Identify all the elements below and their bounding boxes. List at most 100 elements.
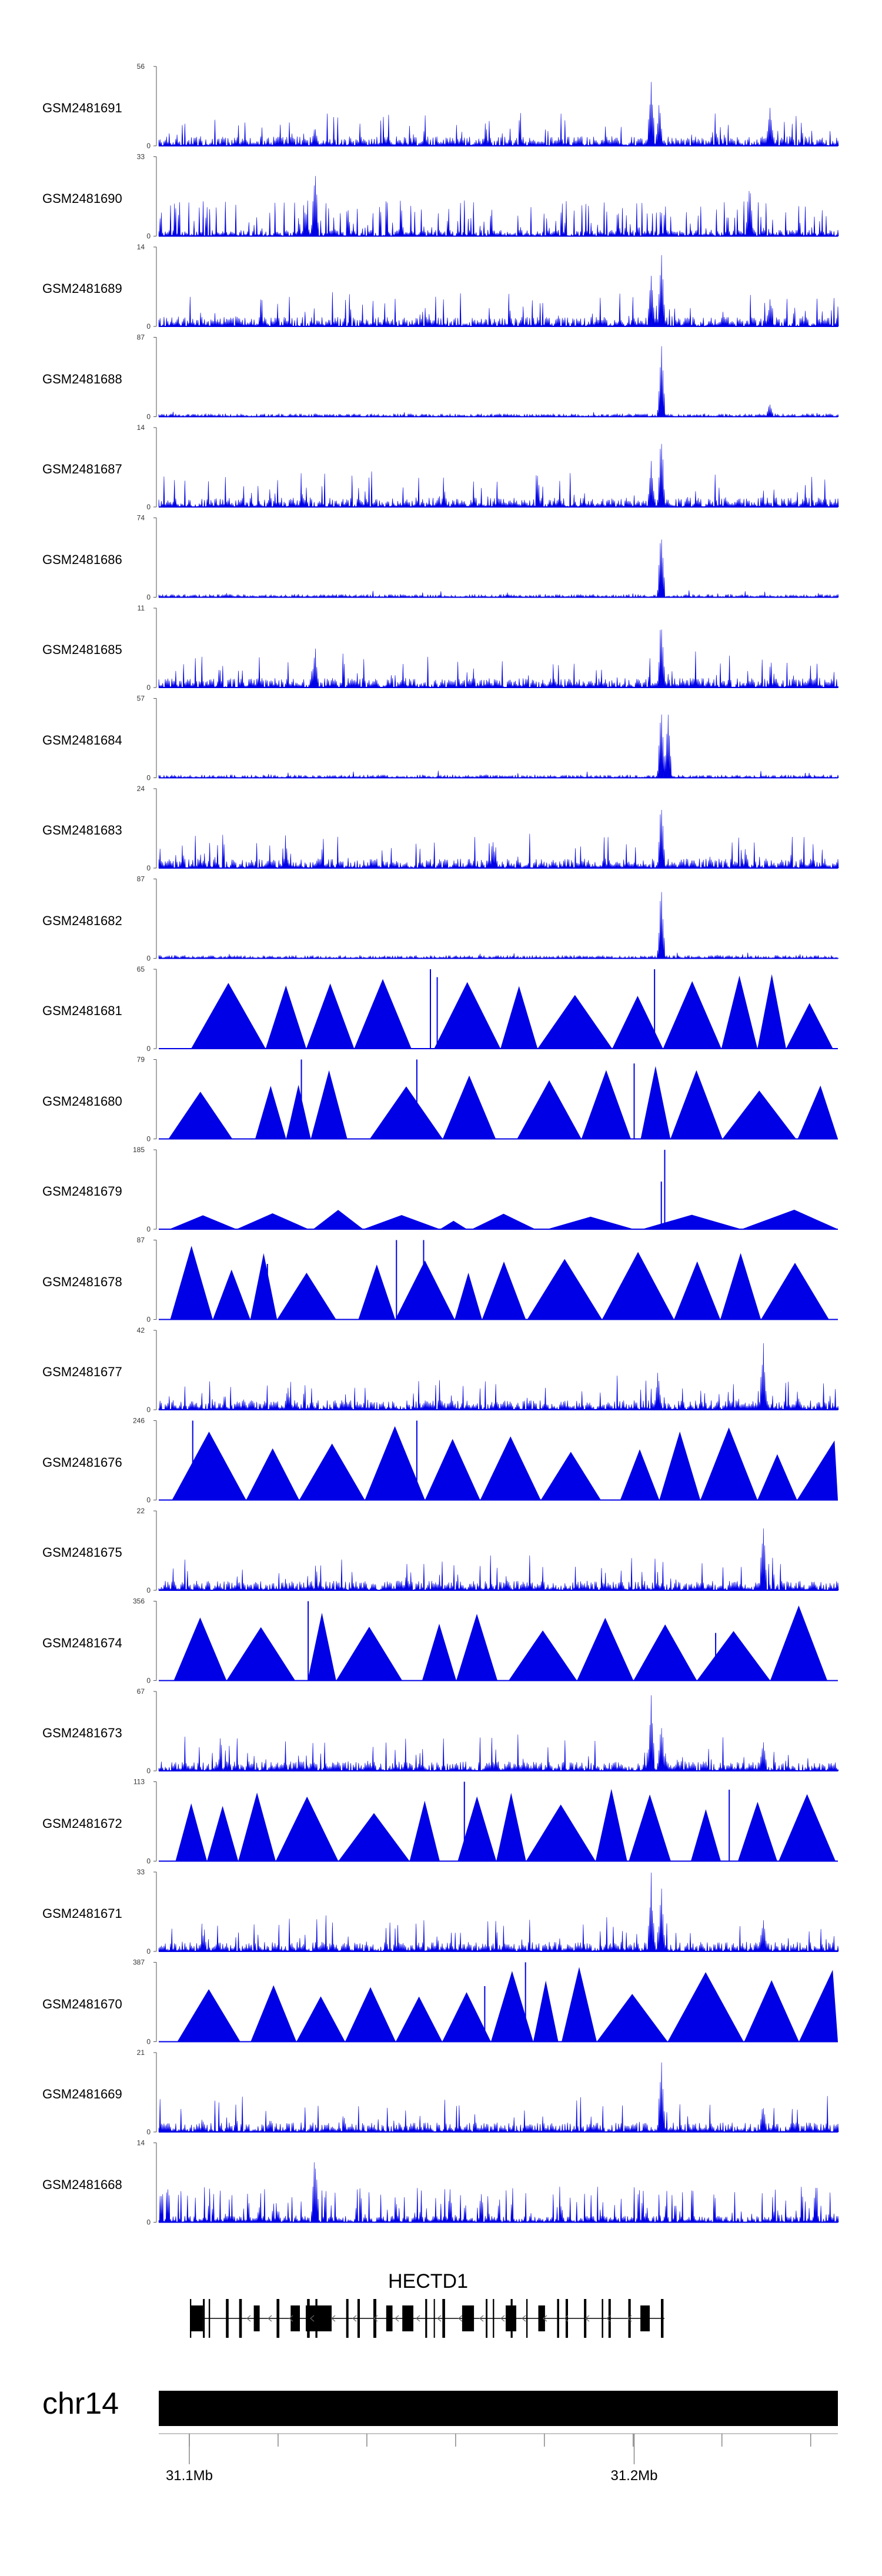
track-label-gsm2481671: GSM2481671 (42, 1906, 122, 1921)
coverage-triangle (537, 995, 613, 1049)
y-max-label: 79 (137, 1056, 145, 1064)
coverage-triangle (633, 1624, 697, 1681)
coverage-triangle (797, 1440, 838, 1500)
gene-label: HECTD1 (388, 2270, 469, 2293)
coverage-triangle (721, 975, 758, 1049)
coverage-triangle (581, 1070, 631, 1139)
signal-area (158, 443, 839, 508)
coverage-triangle (395, 1260, 455, 1320)
coverage-triangle (336, 1627, 403, 1681)
coverage-triangle (169, 1215, 237, 1229)
y-min-label: 0 (146, 232, 151, 241)
strand-arrow (352, 2315, 357, 2322)
coverage-triangle (612, 996, 663, 1049)
track-label-gsm2481678: GSM2481678 (42, 1274, 122, 1289)
gene-exon (373, 2299, 376, 2338)
gene-exon (276, 2299, 280, 2338)
coverage-triangle (659, 1432, 701, 1500)
coverage-triangle (786, 1003, 833, 1049)
coverage-triangle (363, 1215, 440, 1229)
track-label-gsm2481681: GSM2481681 (42, 1003, 122, 1018)
coverage-triangle (440, 1220, 467, 1229)
track-label-gsm2481686: GSM2481686 (42, 552, 122, 567)
coverage-triangle (455, 1273, 482, 1320)
track-label-gsm2481682: GSM2481682 (42, 913, 122, 928)
chromosome-bar (159, 2391, 838, 2426)
y-max-label: 42 (137, 1326, 145, 1334)
coverage-triangle (275, 1796, 339, 1861)
coverage-triangle (175, 1803, 207, 1861)
y-max-label: 22 (137, 1507, 145, 1515)
coverage-triangle (365, 1426, 425, 1500)
y-max-label: 87 (137, 875, 145, 883)
coverage-triangle (286, 1085, 311, 1139)
y-min-label: 0 (146, 1316, 151, 1324)
y-max-label: 14 (137, 2139, 145, 2147)
coverage-triangle (670, 1070, 723, 1139)
y-max-label: 67 (137, 1687, 145, 1696)
coverage-triangle (308, 1613, 336, 1681)
y-max-label: 185 (133, 1146, 145, 1154)
strand-arrow (458, 2315, 463, 2322)
signal-area (158, 1695, 839, 1772)
coverage-triangle (313, 1210, 363, 1229)
track-label-gsm2481680: GSM2481680 (42, 1093, 122, 1109)
gene-exon (203, 2299, 205, 2338)
coverage-triangle (500, 986, 538, 1049)
track-label-gsm2481687: GSM2481687 (42, 462, 122, 476)
strand-arrow (543, 2315, 547, 2322)
track-label-gsm2481691: GSM2481691 (42, 101, 122, 115)
y-min-label: 0 (146, 683, 151, 692)
y-max-label: 74 (137, 514, 145, 522)
y-max-label: 387 (133, 1958, 145, 1967)
coverage-triangle (700, 1427, 758, 1500)
coverage-triangle (527, 1259, 602, 1320)
gene-exon (402, 2305, 413, 2331)
y-min-label: 0 (146, 774, 151, 782)
coverage-triangle (540, 1451, 601, 1500)
coverage-triangle (338, 1813, 410, 1861)
coverage-triangle (663, 981, 721, 1049)
gene-exon (640, 2305, 646, 2331)
coverage-triangle (442, 1992, 491, 2042)
signal-area (158, 2162, 839, 2223)
y-min-label: 0 (146, 322, 151, 331)
signal-area (158, 346, 839, 418)
coverage-triangle (177, 1989, 240, 2042)
y-max-label: 33 (137, 1868, 145, 1876)
coverage-triangle (425, 1439, 480, 1500)
coverage-triangle (480, 1436, 541, 1500)
y-max-label: 113 (133, 1778, 145, 1786)
coverage-triangle (482, 1262, 526, 1320)
track-label-gsm2481668: GSM2481668 (42, 2177, 122, 2192)
y-min-label: 0 (146, 1045, 151, 1053)
coverage-triangle (533, 1980, 559, 2042)
gene-exon (644, 2305, 650, 2331)
coverage-triangle (667, 1972, 744, 2042)
coverage-triangle (602, 1252, 674, 1320)
track-label-gsm2481690: GSM2481690 (42, 191, 122, 206)
y-min-label: 0 (146, 413, 151, 421)
coverage-triangle (173, 1617, 227, 1681)
y-min-label: 0 (146, 1496, 151, 1504)
strand-arrow (246, 2315, 251, 2322)
coverage-triangle (697, 1631, 770, 1681)
coverage-triangle (422, 1623, 456, 1681)
strand-arrow (627, 2315, 632, 2322)
coverage-triangle (577, 1617, 634, 1681)
coverage-triangle (744, 1980, 799, 2042)
strand-arrow (522, 2315, 526, 2322)
coverage-triangle (595, 1788, 627, 1861)
track-label-gsm2481672: GSM2481672 (42, 1816, 122, 1831)
coverage-triangle (526, 1804, 596, 1861)
y-min-label: 0 (146, 864, 151, 872)
coverage-triangle (642, 1214, 741, 1229)
track-label-gsm2481677: GSM2481677 (42, 1364, 122, 1379)
coverage-triangle (369, 1086, 443, 1139)
coverage-triangle (442, 1075, 496, 1139)
y-min-label: 0 (146, 1947, 151, 1956)
gene-exon (565, 2299, 568, 2338)
coverage-triangle (310, 1070, 348, 1139)
coverage-triangle (496, 1793, 526, 1861)
